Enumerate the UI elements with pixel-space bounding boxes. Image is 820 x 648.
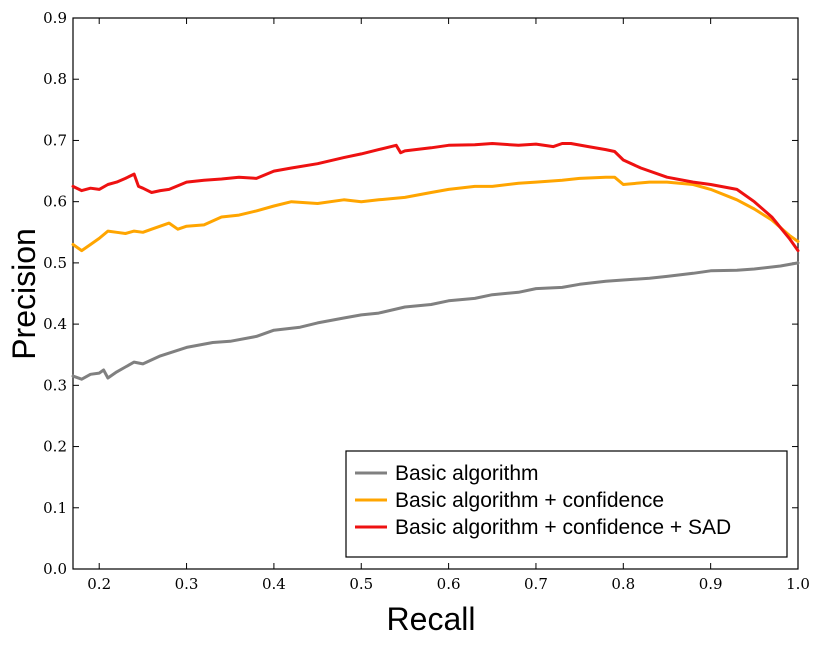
- x-tick-label: 0.4: [262, 575, 286, 593]
- x-tick-label: 0.3: [175, 575, 199, 593]
- x-tick-label: 0.9: [699, 575, 723, 593]
- y-tick-label: 0.9: [43, 9, 67, 27]
- series-line-sad: [71, 142, 800, 253]
- legend-label-confidence: Basic algorithm + confidence: [395, 489, 664, 512]
- y-tick-label: 0.0: [43, 560, 67, 578]
- legend: Basic algorithm Basic algorithm + confid…: [345, 450, 788, 558]
- legend-label-basic: Basic algorithm: [395, 462, 539, 485]
- y-axis-ticks: 0.0 0.1 0.2 0.3 0.4 0.5 0.6 0.7 0.8 0.9: [43, 9, 798, 578]
- y-axis-title: Precision: [6, 228, 42, 360]
- x-tick-label: 0.2: [87, 575, 111, 593]
- y-tick-label: 0.2: [43, 438, 67, 456]
- series-line-basic: [71, 261, 800, 381]
- series-line-confidence: [71, 175, 800, 253]
- y-tick-label: 0.6: [43, 193, 67, 211]
- legend-label-sad: Basic algorithm + confidence + SAD: [395, 516, 731, 539]
- y-tick-label: 0.1: [43, 499, 67, 517]
- y-tick-label: 0.7: [43, 131, 67, 149]
- legend-box: [345, 450, 788, 558]
- x-axis-title: Recall: [387, 601, 476, 637]
- y-tick-label: 0.4: [43, 315, 67, 333]
- series-lines: [71, 142, 800, 381]
- x-tick-label: 0.7: [524, 575, 548, 593]
- x-tick-label: 0.6: [437, 575, 461, 593]
- y-tick-label: 0.8: [43, 70, 67, 88]
- x-tick-label: 0.5: [349, 575, 373, 593]
- x-tick-label: 0.8: [611, 575, 635, 593]
- x-tick-label: 1.0: [786, 575, 810, 593]
- plot-frame: [72, 17, 799, 570]
- x-axis-ticks: 0.2 0.3 0.4 0.5 0.6 0.7 0.8 0.9 1.0: [87, 18, 810, 593]
- y-tick-label: 0.3: [43, 376, 67, 394]
- y-tick-label: 0.5: [43, 254, 67, 272]
